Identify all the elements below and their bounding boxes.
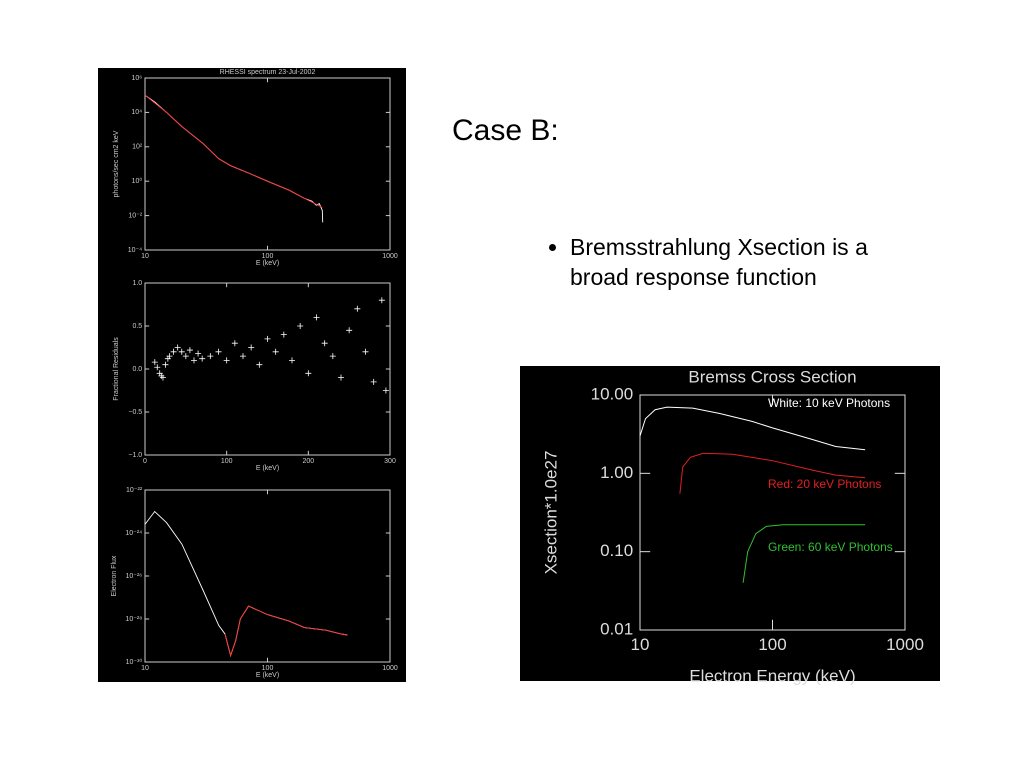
point: [321, 340, 328, 347]
point: [178, 348, 185, 355]
point: [338, 374, 344, 381]
x-axis-label: Electron Energy (keV): [689, 666, 855, 685]
slide-title: Case B:: [452, 114, 559, 147]
y-tick-label: 10²: [132, 144, 143, 151]
y-tick-label: −1.0: [128, 452, 142, 459]
y-axis-label: Electron Flux: [111, 555, 118, 596]
point: [346, 327, 353, 334]
x-tick-label: 10: [631, 635, 650, 654]
point: [159, 374, 166, 381]
y-tick-label: 10⁻²⁸: [125, 616, 142, 623]
point: [297, 323, 304, 329]
series-line: [639, 406, 866, 451]
y-axis-label: Fractional Residuals: [113, 337, 120, 401]
point: [272, 348, 279, 355]
x-tick-label: 100: [758, 635, 786, 654]
point: [186, 347, 193, 354]
bullet: Bremsstrahlung Xsection is a broad respo…: [570, 232, 930, 292]
point: [280, 331, 287, 338]
x-tick-label: 10: [141, 253, 149, 260]
point: [256, 361, 263, 368]
series-label: Green: 60 keV Photons: [768, 540, 893, 554]
y-tick-label: 10.00: [591, 384, 634, 403]
point: [329, 353, 336, 360]
point: [382, 387, 389, 394]
x-tick-label: 100: [262, 665, 274, 672]
x-tick-label: 10: [141, 665, 149, 672]
point: [170, 348, 177, 355]
bullet-list: Bremsstrahlung Xsection is a broad respo…: [570, 232, 930, 292]
y-tick-label: 10⁻³⁰: [126, 658, 143, 666]
point: [154, 364, 161, 371]
x-tick-label: 0: [143, 458, 147, 465]
x-axis-label: E (keV): [256, 465, 279, 472]
series-label: White: 10 keV Photons: [768, 396, 890, 410]
point: [305, 370, 312, 377]
y-tick-label: 10⁰: [132, 177, 143, 185]
y-tick-label: 0.5: [132, 323, 142, 330]
x-tick-label: 1000: [886, 635, 924, 654]
point: [151, 359, 158, 366]
x-axis-label: E (keV): [256, 260, 279, 267]
point: [231, 340, 238, 347]
point: [378, 297, 385, 304]
series-line: [144, 94, 323, 208]
point: [207, 353, 214, 360]
point: [362, 348, 369, 355]
y-tick-label: 10⁴: [131, 109, 142, 116]
x-tick-label: 300: [384, 458, 396, 465]
series-line: [224, 605, 348, 658]
x-tick-label: 200: [302, 458, 314, 465]
point: [223, 357, 230, 364]
point: [354, 305, 361, 312]
y-tick-label: 0.0: [132, 366, 142, 373]
point: [199, 355, 206, 362]
point: [370, 378, 377, 385]
y-tick-label: 10⁻²⁶: [125, 573, 142, 580]
series-line: [679, 452, 866, 494]
x-tick-label: 1000: [382, 253, 398, 260]
point: [162, 361, 169, 368]
point: [264, 335, 271, 342]
point: [166, 353, 173, 360]
y-tick-label: 10⁶: [132, 75, 143, 82]
chart-title: RHESSI spectrum 23-Jul-2002: [220, 69, 316, 76]
x-axis-label: E (keV): [256, 672, 279, 679]
x-tick-label: 1000: [382, 665, 398, 672]
x-tick-label: 100: [262, 253, 274, 260]
point: [191, 357, 197, 364]
chart-title: Bremss Cross Section: [688, 367, 856, 386]
point: [215, 348, 222, 355]
y-tick-label: 0.10: [600, 541, 633, 560]
point: [289, 357, 295, 364]
point: [313, 314, 320, 321]
y-tick-label: −0.5: [128, 409, 142, 416]
y-axis-label: Xsection*1.0e27: [541, 451, 560, 575]
y-tick-label: 1.0: [132, 280, 142, 287]
point: [182, 353, 189, 360]
left-panel: [98, 68, 406, 682]
y-tick-label: 10⁻²⁴: [125, 530, 142, 537]
point: [240, 353, 246, 360]
y-tick-label: 10⁻²: [128, 212, 142, 219]
series-label: Red: 20 keV Photons: [768, 477, 881, 491]
y-axis-label: photons/sec cm2 keV: [113, 130, 120, 197]
y-tick-label: 10⁻²²: [126, 487, 143, 494]
point: [248, 344, 255, 351]
y-tick-label: 1.00: [600, 463, 633, 482]
y-tick-label: 10⁻⁴: [128, 247, 143, 254]
point: [195, 350, 202, 357]
point: [174, 344, 181, 351]
y-tick-label: 0.01: [600, 619, 633, 638]
x-tick-label: 100: [221, 458, 233, 465]
series-line: [742, 524, 866, 583]
right-panel: [520, 366, 940, 681]
